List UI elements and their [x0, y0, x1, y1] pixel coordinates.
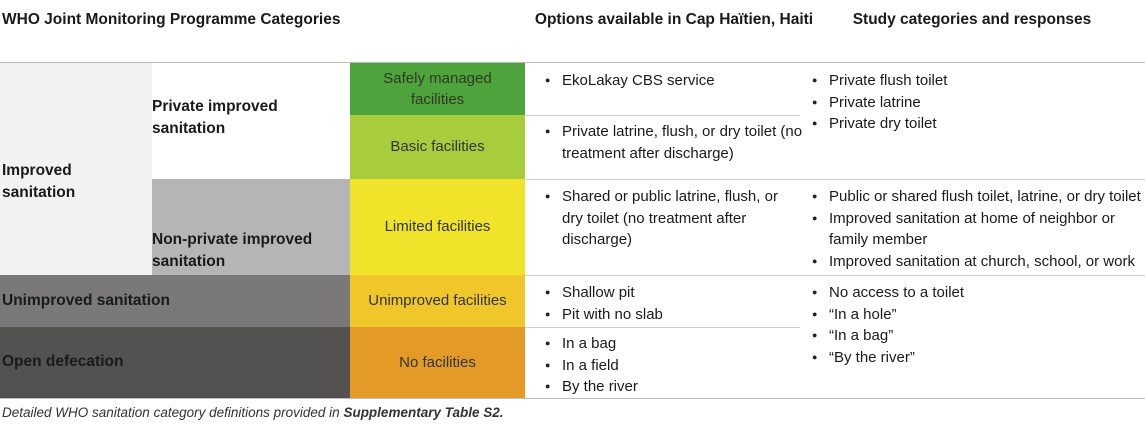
row-divider: [525, 179, 1145, 180]
list-item: Improved sanitation at home of neighbor …: [809, 208, 1145, 251]
options-limited-list: Shared or public latrine, flush, or dry …: [542, 186, 802, 251]
list-item: Pit with no slab: [542, 304, 802, 326]
study-unimproved-open-list: No access to a toilet “In a hole” “In a …: [809, 282, 1145, 368]
unimproved-sanitation-cell: [0, 275, 350, 327]
improved-sanitation-cell: [0, 63, 152, 275]
list-item: Private latrine, flush, or dry toilet (n…: [542, 121, 804, 164]
list-item: In a field: [542, 355, 802, 377]
header-rule: [0, 62, 1145, 63]
list-item: Private dry toilet: [809, 113, 1145, 135]
header-study-categories: Study categories and responses: [852, 11, 1092, 28]
ladder-safely-managed: Safely managed facilities: [350, 63, 525, 115]
study-nonprivate-list: Public or shared flush toilet, latrine, …: [809, 186, 1145, 272]
row-divider: [525, 327, 800, 328]
list-item: EkoLakay CBS service: [542, 70, 802, 92]
options-none-list: In a bag In a field By the river: [542, 333, 802, 398]
open-defecation-cell: [0, 327, 350, 398]
ladder-unimproved-label: Unimproved facilities: [368, 292, 507, 310]
row-divider: [525, 275, 1145, 276]
list-item: In a bag: [542, 333, 802, 355]
table-bottom-rule: [0, 398, 1145, 399]
list-item: Shallow pit: [542, 282, 802, 304]
header-options-cap-haitien: Options available in Cap Haïtien, Haiti: [534, 11, 814, 28]
options-unimproved-list: Shallow pit Pit with no slab: [542, 282, 802, 325]
footnote-text: Detailed WHO sanitation category definit…: [2, 405, 344, 420]
list-item: “In a hole”: [809, 304, 1145, 326]
nonprivate-improved-cell: [152, 179, 350, 275]
list-item: By the river: [542, 376, 802, 398]
study-private-list: Private flush toilet Private latrine Pri…: [809, 70, 1145, 135]
footnote-reference: Supplementary Table S2.: [343, 405, 504, 420]
list-item: “In a bag”: [809, 325, 1145, 347]
nonprivate-improved-label: Non-private improved sanitation: [152, 231, 313, 270]
private-improved-cell: [152, 63, 350, 179]
ladder-limited: Limited facilities: [350, 179, 525, 275]
ladder-basic-label: Basic facilities: [390, 138, 485, 156]
options-basic-list: Private latrine, flush, or dry toilet (n…: [542, 121, 804, 164]
row-divider: [525, 115, 800, 116]
list-item: No access to a toilet: [809, 282, 1145, 304]
improved-sanitation-label: Improved sanitation: [2, 162, 76, 201]
list-item: Private flush toilet: [809, 70, 1145, 92]
options-safely-managed-list: EkoLakay CBS service: [542, 70, 802, 92]
list-item: Public or shared flush toilet, latrine, …: [809, 186, 1145, 208]
ladder-no-facilities-label: No facilities: [399, 353, 476, 371]
header-who-categories: WHO Joint Monitoring Programme Categorie…: [2, 11, 341, 28]
ladder-unimproved: Unimproved facilities: [350, 275, 525, 327]
list-item: Private latrine: [809, 92, 1145, 114]
unimproved-sanitation-label: Unimproved sanitation: [2, 292, 170, 309]
ladder-basic: Basic facilities: [350, 115, 525, 179]
private-improved-label: Private improved sanitation: [152, 98, 278, 137]
table-footnote: Detailed WHO sanitation category definit…: [2, 405, 1102, 420]
ladder-no-facilities: No facilities: [350, 327, 525, 398]
list-item: “By the river”: [809, 347, 1145, 369]
list-item: Improved sanitation at church, school, o…: [809, 251, 1145, 273]
list-item: Shared or public latrine, flush, or dry …: [542, 186, 802, 251]
ladder-safely-managed-label: Safely managed facilities: [383, 69, 492, 109]
open-defecation-label: Open defecation: [2, 353, 124, 370]
ladder-limited-label: Limited facilities: [384, 218, 491, 236]
